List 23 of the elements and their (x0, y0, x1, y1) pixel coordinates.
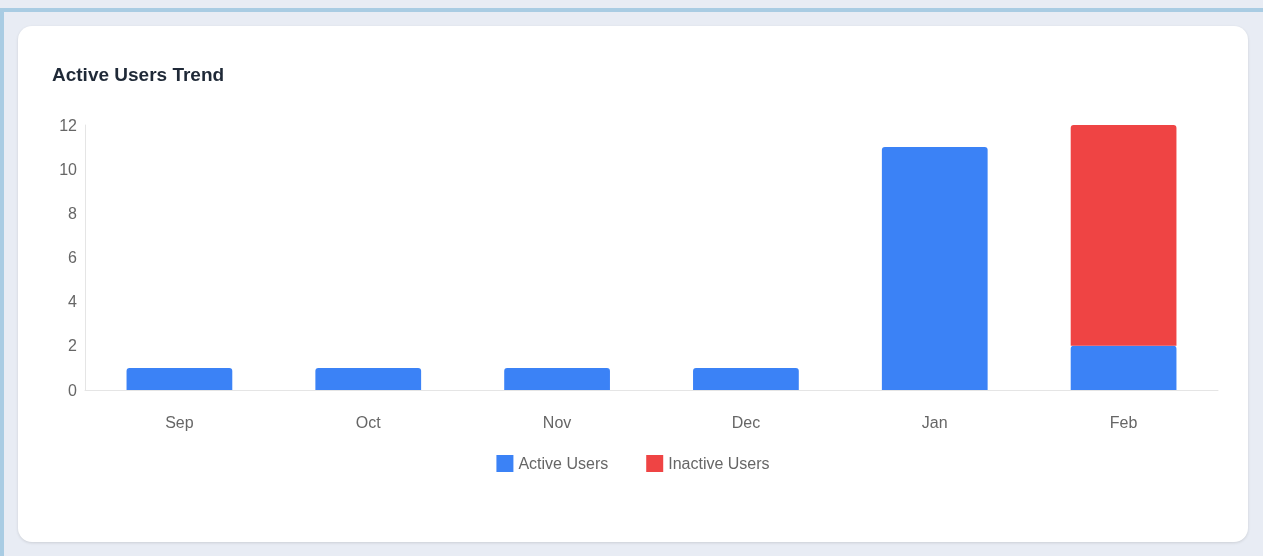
y-tick-label: 2 (68, 337, 78, 355)
bar (1070, 125, 1177, 346)
bar (881, 147, 988, 390)
y-tick-label: 4 (68, 293, 78, 311)
x-tick-label: Jan (921, 413, 948, 431)
y-tick-label: 10 (59, 160, 78, 178)
y-tick-label: 8 (68, 204, 78, 222)
legend-label: Inactive Users (668, 455, 770, 472)
x-tick-label: Oct (355, 413, 382, 431)
y-tick-label: 0 (68, 381, 78, 399)
y-tick-label: 6 (68, 249, 78, 266)
chart-title: Active Users Trend (52, 64, 225, 85)
legend-label: Active Users (518, 455, 609, 472)
bar (315, 367, 422, 390)
bar (1070, 345, 1177, 390)
x-tick-label: Nov (542, 413, 572, 431)
x-tick-label: Dec (731, 413, 761, 431)
bar (693, 367, 799, 390)
bar (504, 367, 610, 390)
x-tick-label: Sep (165, 413, 194, 431)
bar (126, 367, 233, 390)
x-tick-label: Feb (1109, 413, 1138, 431)
y-tick-label: 12 (59, 116, 78, 134)
